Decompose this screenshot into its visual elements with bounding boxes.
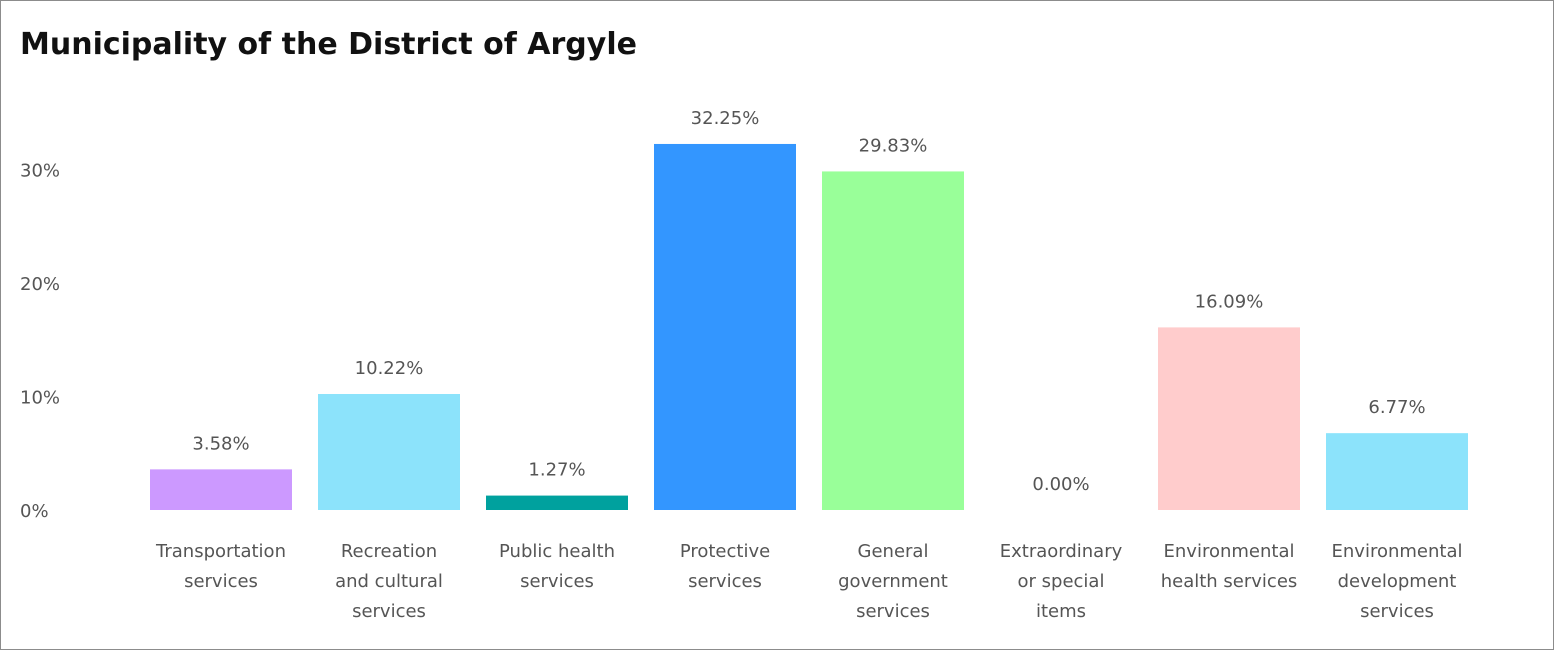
category-label: or special [1018, 571, 1105, 592]
category-label: General [858, 541, 929, 562]
category-label: services [856, 601, 930, 622]
value-label: 32.25% [691, 108, 760, 129]
category-label: Protective [680, 541, 770, 562]
category-label: items [1036, 601, 1086, 622]
bar [486, 495, 628, 510]
category-label: and cultural [335, 571, 443, 592]
bar [1326, 433, 1468, 510]
category-label: health services [1161, 571, 1298, 592]
category-label: development [1338, 571, 1457, 592]
value-label: 3.58% [192, 433, 249, 454]
y-tick-label: 30% [20, 161, 60, 182]
category-label: Transportation [155, 541, 286, 562]
category-label: services [520, 571, 594, 592]
category-label: Environmental [1164, 541, 1295, 562]
category-label: government [838, 571, 948, 592]
value-label: 16.09% [1195, 291, 1264, 312]
bar [318, 394, 460, 510]
value-label: 0.00% [1032, 474, 1089, 495]
bar [822, 171, 964, 510]
y-tick-label: 10% [20, 388, 60, 409]
category-label: Environmental [1332, 541, 1463, 562]
category-label: services [688, 571, 762, 592]
category-label: services [352, 601, 426, 622]
bar [1158, 327, 1300, 510]
category-label: services [184, 571, 258, 592]
y-tick-label: 0% [20, 501, 49, 522]
value-label: 1.27% [528, 460, 585, 481]
category-label: services [1360, 601, 1434, 622]
category-label: Recreation [341, 541, 437, 562]
value-label: 10.22% [355, 358, 424, 379]
category-label: Public health [499, 541, 615, 562]
y-tick-label: 20% [20, 274, 60, 295]
bar [654, 143, 796, 510]
chart-title: Municipality of the District of Argyle [20, 27, 637, 62]
value-label: 29.83% [859, 135, 928, 156]
category-label: Extraordinary [1000, 541, 1123, 562]
value-label: 6.77% [1368, 397, 1425, 418]
bar [150, 469, 292, 510]
